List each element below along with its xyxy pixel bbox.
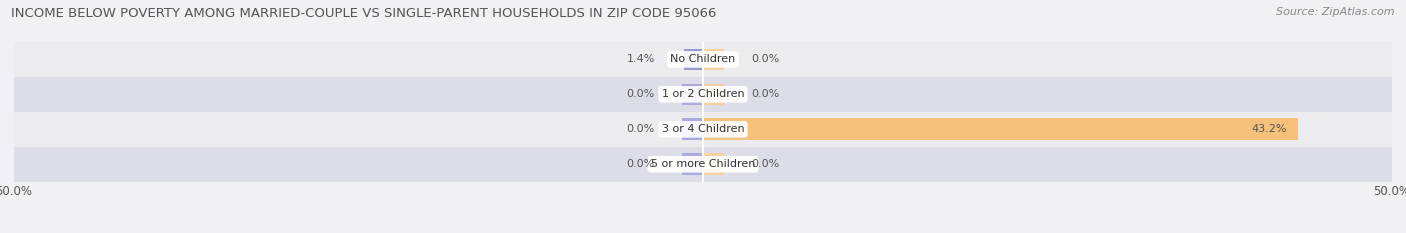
Text: 0.0%: 0.0% [627,124,655,134]
Text: 3 or 4 Children: 3 or 4 Children [662,124,744,134]
Bar [703,83,724,105]
Bar [14,42,1392,77]
Text: Source: ZipAtlas.com: Source: ZipAtlas.com [1277,7,1395,17]
Text: 0.0%: 0.0% [751,55,779,64]
Bar [682,83,703,105]
Text: 0.0%: 0.0% [751,159,779,169]
Text: 1 or 2 Children: 1 or 2 Children [662,89,744,99]
Text: No Children: No Children [671,55,735,64]
Text: INCOME BELOW POVERTY AMONG MARRIED-COUPLE VS SINGLE-PARENT HOUSEHOLDS IN ZIP COD: INCOME BELOW POVERTY AMONG MARRIED-COUPL… [11,7,717,20]
Text: 0.0%: 0.0% [751,89,779,99]
Bar [703,49,724,70]
Text: 1.4%: 1.4% [627,55,655,64]
Text: 43.2%: 43.2% [1251,124,1288,134]
Bar [682,153,703,175]
Bar [683,49,703,70]
Bar [703,153,724,175]
Bar [14,77,1392,112]
Bar [14,112,1392,147]
Bar [703,118,1298,140]
Text: 0.0%: 0.0% [627,89,655,99]
Bar [682,118,703,140]
Text: 5 or more Children: 5 or more Children [651,159,755,169]
Bar [14,147,1392,182]
Text: 0.0%: 0.0% [627,159,655,169]
